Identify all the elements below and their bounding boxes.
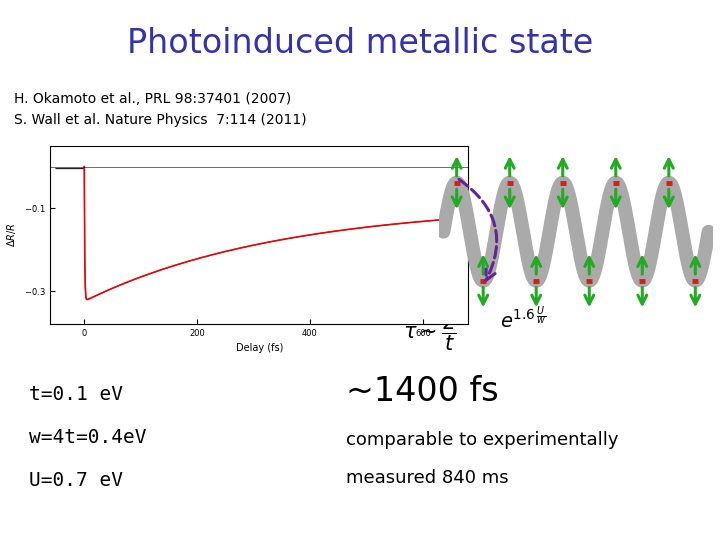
Text: Photoinduced metallic state: Photoinduced metallic state — [127, 27, 593, 60]
Text: S. Wall et al. Nature Physics  7:114 (2011): S. Wall et al. Nature Physics 7:114 (201… — [14, 113, 307, 127]
Y-axis label: $\Delta R/R$: $\Delta R/R$ — [5, 222, 18, 247]
Text: H. Okamoto et al., PRL 98:37401 (2007): H. Okamoto et al., PRL 98:37401 (2007) — [14, 92, 292, 106]
Text: comparable to experimentally: comparable to experimentally — [346, 431, 618, 449]
Text: $e^{1.6\,\frac{U}{w}}$: $e^{1.6\,\frac{U}{w}}$ — [500, 305, 547, 332]
Text: t=0.1 eV: t=0.1 eV — [29, 384, 123, 404]
Text: U=0.7 eV: U=0.7 eV — [29, 471, 123, 490]
Text: w=4t=0.4eV: w=4t=0.4eV — [29, 428, 146, 447]
X-axis label: Delay (fs): Delay (fs) — [235, 343, 283, 353]
Text: $\tau \sim \dfrac{2}{t}$: $\tau \sim \dfrac{2}{t}$ — [403, 312, 456, 353]
Text: ~1400 fs: ~1400 fs — [346, 375, 498, 408]
Text: measured 840 ms: measured 840 ms — [346, 469, 508, 487]
